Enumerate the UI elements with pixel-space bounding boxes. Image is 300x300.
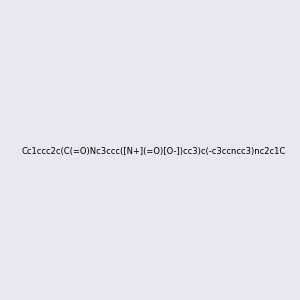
Text: Cc1ccc2c(C(=O)Nc3ccc([N+](=O)[O-])cc3)c(-c3ccncc3)nc2c1C: Cc1ccc2c(C(=O)Nc3ccc([N+](=O)[O-])cc3)c(…	[22, 147, 286, 156]
